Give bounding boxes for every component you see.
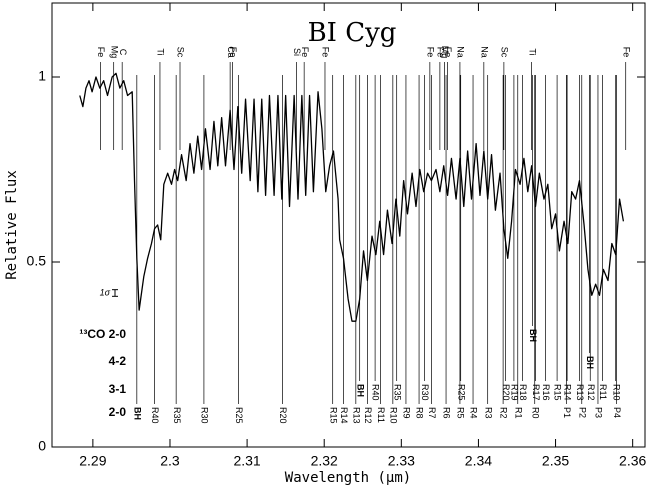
atomic-label: Fe [443, 47, 453, 58]
co-label: R18 [518, 384, 528, 401]
atomic-label: Fe [621, 47, 631, 58]
co-label: R30 [200, 407, 210, 424]
co-label: R14 [563, 384, 573, 401]
atomic-label: Ti [156, 48, 166, 55]
atomic-label: Fe [96, 47, 106, 58]
co-label: R40 [150, 407, 160, 424]
co-label: R11 [598, 384, 608, 400]
co-label: R0 [530, 407, 540, 419]
atomic-label: Na [479, 46, 489, 58]
atomic-label: Fe [425, 47, 435, 58]
chart-title: BI Cyg [308, 18, 397, 48]
y-axis-label: Relative Flux [4, 170, 20, 280]
co-label: R4 [469, 407, 479, 419]
plot-frame [51, 2, 646, 448]
x-tick-label: 2.36 [619, 453, 646, 469]
co-label: R2 [499, 407, 509, 419]
co-label: R12 [586, 384, 596, 401]
co-label: R10 [611, 384, 621, 401]
co-label: R17 [531, 384, 541, 401]
co-label: BH [528, 329, 538, 342]
co-label: R14 [339, 407, 349, 424]
y-tick-label: 0.5 [27, 253, 47, 269]
x-tick-label: 2.31 [233, 453, 260, 469]
co-label: R15 [328, 407, 338, 424]
co-label: R40 [371, 384, 381, 401]
co-label: R9 [402, 407, 412, 419]
co-label: R13 [351, 407, 361, 424]
co-label: P3 [594, 407, 604, 418]
x-tick-label: 2.34 [465, 453, 492, 469]
co-label: P4 [612, 407, 622, 418]
x-axis-label: Wavelength (μm) [285, 470, 411, 486]
atomic-label: Fe [300, 47, 310, 58]
co-label: R25 [234, 407, 244, 424]
y-tick-label: 1 [38, 68, 46, 84]
y-tick-label: 0 [38, 438, 46, 454]
atomic-label: Ti [527, 48, 537, 55]
co-label: R19 [510, 384, 520, 401]
co-label: R20 [278, 407, 288, 424]
co-label: R20 [501, 384, 511, 401]
co-label: R7 [427, 407, 437, 419]
co-label: R5 [456, 407, 466, 419]
atomic-label: C [118, 49, 128, 56]
co-label: BH [355, 384, 365, 397]
atomic-label: Ca [226, 46, 236, 58]
x-tick-label: 2.33 [388, 453, 415, 469]
co-label: R8 [415, 407, 425, 419]
spectrum-line [79, 72, 625, 322]
co-label: R6 [442, 407, 452, 419]
atomic-label: Sc [500, 47, 510, 58]
atomic-label: Na [456, 46, 466, 58]
x-tick-label: 2.35 [542, 453, 569, 469]
co-label: P2 [577, 407, 587, 418]
x-tick-label: 2.3 [160, 453, 180, 469]
co-label: P1 [562, 407, 572, 418]
band-label: 3-1 [109, 382, 127, 396]
co-label: R3 [483, 407, 493, 419]
co-label: R25 [456, 384, 466, 401]
co-label: R35 [392, 384, 402, 401]
x-tick-label: 2.32 [311, 453, 338, 469]
atomic-label: Fe [321, 47, 331, 58]
atomic-label: Mg [109, 46, 119, 59]
co-label: BH [132, 407, 142, 420]
atomic-label: Si [292, 48, 302, 56]
co-label: BH [585, 356, 595, 369]
band-label: 2-0 [109, 405, 127, 419]
sigma-label: 1σ [100, 287, 111, 297]
atomic-label: Sc [176, 47, 186, 58]
co-label: R1 [513, 407, 523, 419]
co-label: R13 [575, 384, 585, 401]
x-tick-label: 2.29 [79, 453, 106, 469]
atomic-label: Mg [440, 46, 450, 59]
co-label: R35 [172, 407, 182, 424]
co-label: R15 [553, 384, 563, 401]
co-label: R30 [420, 384, 430, 401]
co-label: R16 [541, 384, 551, 401]
co-label: R12 [363, 407, 373, 424]
atomic-label: Fe [228, 47, 238, 58]
co-label: R11 [376, 407, 386, 423]
atomic-label: Fe [436, 47, 446, 58]
band-label: 4-2 [109, 354, 127, 368]
band-label: ¹³CO 2-0 [79, 327, 126, 341]
co-label: R10 [388, 407, 398, 424]
